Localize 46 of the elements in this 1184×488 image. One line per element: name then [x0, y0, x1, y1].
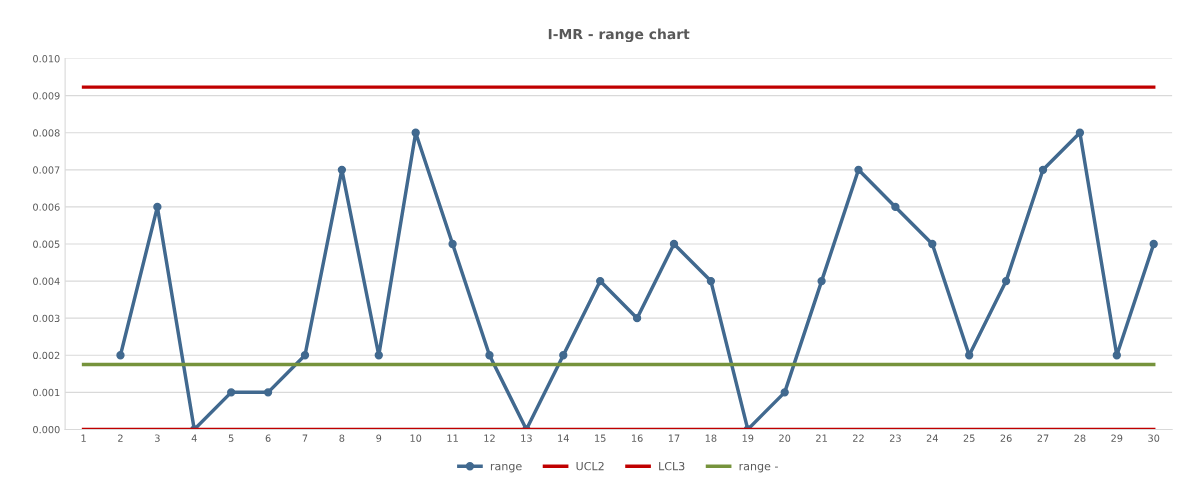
- x-tick-label: 15: [595, 434, 606, 442]
- y-tick-label: 0.007: [33, 166, 60, 174]
- legend-label: range: [490, 463, 522, 473]
- legend-label: range -: [739, 463, 778, 473]
- y-tick-label: 0.006: [33, 203, 60, 211]
- x-tick-label: 13: [521, 434, 532, 442]
- y-tick-label: 0.005: [33, 240, 60, 248]
- x-tick-label: 17: [668, 434, 680, 442]
- y-tick-label: 0.001: [33, 388, 60, 397]
- x-tick-label: 21: [816, 434, 827, 442]
- x-tick-label: 16: [631, 434, 643, 442]
- x-tick-label: 8: [339, 434, 345, 442]
- x-tick-label: 29: [1111, 434, 1123, 442]
- x-tick-label: 2: [118, 434, 123, 442]
- y-tick-label: 0.003: [33, 314, 60, 323]
- x-tick-label: 11: [447, 434, 458, 442]
- x-tick-label: 6: [265, 434, 271, 442]
- x-tick-label: 14: [558, 434, 569, 442]
- x-tick-label: 25: [963, 434, 975, 442]
- x-tick-label: 22: [853, 434, 864, 442]
- x-tick-label: 24: [926, 434, 938, 442]
- chart-title: I-MR - range chart: [548, 28, 690, 43]
- x-tick-label: 30: [1148, 434, 1160, 442]
- x-tick-label: 20: [779, 434, 791, 442]
- x-tick-label: 28: [1074, 434, 1086, 442]
- y-tick-label: 0.002: [33, 351, 60, 360]
- x-tick-label: 26: [1000, 434, 1012, 442]
- x-tick-label: 12: [484, 434, 495, 442]
- x-tick-label: 4: [191, 434, 197, 442]
- x-tick-label: 9: [376, 434, 382, 442]
- y-tick-label: 0.004: [33, 277, 60, 285]
- x-tick-label: 23: [889, 434, 901, 442]
- x-tick-label: 10: [410, 434, 422, 442]
- x-tick-label: 5: [228, 434, 234, 442]
- x-tick-label: 19: [742, 434, 754, 442]
- y-tick-label: 0.008: [33, 129, 60, 137]
- x-tick-label: 3: [155, 434, 160, 442]
- legend-label: UCL2: [576, 461, 604, 471]
- x-tick-label: 7: [302, 434, 308, 442]
- y-tick-label: 0.010: [33, 55, 60, 63]
- legend-label: LCL3: [659, 461, 685, 471]
- x-tick-label: 27: [1037, 434, 1049, 442]
- y-tick-label: 0.009: [33, 92, 60, 100]
- x-tick-label: 1: [81, 434, 86, 442]
- y-tick-label: 0.000: [33, 425, 60, 434]
- x-tick-label: 18: [705, 434, 717, 442]
